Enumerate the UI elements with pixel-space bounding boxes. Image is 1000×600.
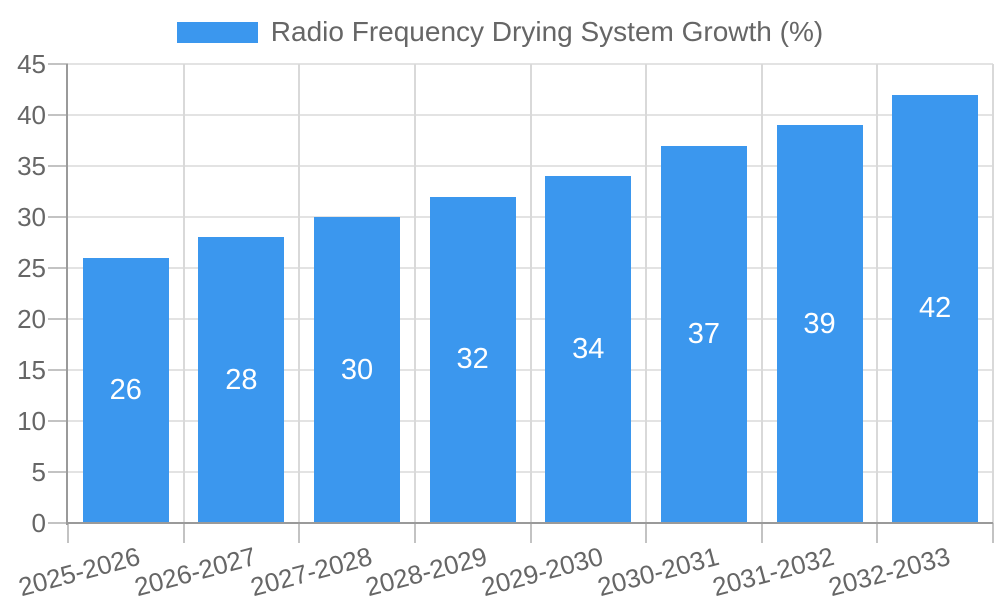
y-axis-tick-label: 15 [17, 355, 46, 385]
y-axis-tick-label: 10 [17, 406, 46, 436]
bar-value-label: 32 [456, 343, 489, 376]
bar-2025-2026[interactable]: 26 [82, 257, 169, 523]
bar-value-label: 34 [572, 333, 605, 366]
y-axis-tick-label: 45 [17, 49, 46, 79]
bar-2030-2031[interactable]: 37 [660, 145, 747, 523]
x-axis-tick [182, 523, 185, 543]
gridline-vertical [876, 64, 879, 523]
x-axis-tick [298, 523, 301, 543]
bar-2028-2029[interactable]: 32 [429, 196, 516, 523]
y-axis-tick [48, 522, 68, 524]
y-axis-tick-label: 40 [17, 100, 46, 130]
y-axis-tick [48, 471, 68, 473]
bar-value-label: 28 [225, 363, 258, 396]
x-axis-label-2029-2030: 2029-2030 [478, 541, 607, 600]
y-axis-tick [48, 216, 68, 218]
y-axis-tick [48, 420, 68, 422]
gridline-vertical [992, 64, 994, 523]
y-axis-tick-label: 0 [31, 508, 46, 538]
legend-label: Radio Frequency Drying System Growth (%) [270, 16, 824, 47]
y-axis-tick-label: 5 [31, 457, 46, 487]
bar-2032-2033[interactable]: 42 [892, 94, 979, 523]
x-axis-label-2031-2032: 2031-2032 [709, 541, 838, 600]
x-axis-label-2026-2027: 2026-2027 [131, 541, 260, 600]
gridline-vertical [529, 64, 532, 523]
x-axis-tick [760, 523, 763, 543]
x-axis-tick [67, 523, 69, 543]
x-axis-tick [413, 523, 416, 543]
gridline-vertical [760, 64, 763, 523]
legend-swatch [176, 21, 258, 43]
legend[interactable]: Radio Frequency Drying System Growth (%) [0, 12, 1000, 52]
y-axis-tick [48, 318, 68, 320]
x-axis-tick [876, 523, 879, 543]
y-axis-line [66, 64, 68, 525]
gridline-vertical [182, 64, 185, 523]
x-axis-tick [645, 523, 648, 543]
gridline-vertical [645, 64, 648, 523]
x-axis-label-2028-2029: 2028-2029 [362, 541, 491, 600]
x-axis-label-2027-2028: 2027-2028 [246, 541, 375, 600]
y-axis-tick [48, 369, 68, 371]
bar-2029-2030[interactable]: 34 [545, 176, 632, 523]
bar-value-label: 30 [340, 353, 374, 386]
x-axis-label-2030-2031: 2030-2031 [593, 541, 722, 600]
y-axis-tick-label: 25 [17, 253, 46, 283]
x-axis-label-2032-2033: 2032-2033 [825, 541, 953, 600]
y-axis-tick [48, 267, 68, 269]
y-axis-tick [48, 63, 68, 65]
x-axis-tick [992, 523, 994, 543]
x-axis-label-2025-2026: 2025-2026 [15, 541, 144, 600]
gridline-vertical [298, 64, 301, 523]
y-axis-tick [48, 165, 68, 167]
bar-2031-2032[interactable]: 39 [776, 125, 863, 523]
y-axis-tick-label: 35 [17, 151, 46, 181]
x-axis-tick [529, 523, 532, 543]
bar-value-label: 42 [919, 292, 952, 325]
bar-value-label: 37 [687, 317, 721, 350]
y-axis-tick-label: 20 [17, 304, 46, 334]
bar-2026-2027[interactable]: 28 [198, 237, 285, 523]
y-axis-tick-label: 30 [17, 202, 46, 232]
bar-value-label: 26 [109, 373, 142, 406]
x-axis-line [66, 522, 993, 524]
y-axis-tick [48, 114, 68, 116]
gridline-vertical [413, 64, 416, 523]
bar-2027-2028[interactable]: 30 [314, 217, 401, 523]
bar-value-label: 39 [803, 307, 836, 340]
